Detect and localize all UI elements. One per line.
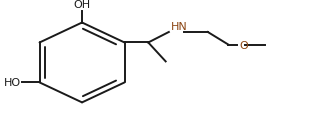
Text: HO: HO xyxy=(4,78,21,88)
Text: O: O xyxy=(239,40,248,50)
Text: HN: HN xyxy=(170,22,187,32)
Text: OH: OH xyxy=(74,0,91,10)
